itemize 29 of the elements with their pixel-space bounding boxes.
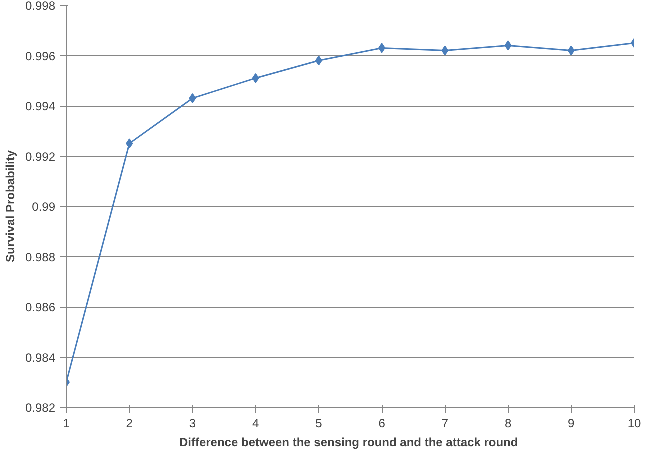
y-tick-label: 0.988: [25, 250, 56, 264]
point: [252, 73, 260, 84]
y-tick-label: 0.996: [25, 49, 56, 64]
y-tick-label: 0.998: [25, 0, 56, 13]
x-tick-label: 8: [504, 416, 512, 430]
point: [442, 46, 449, 56]
point: [504, 40, 512, 51]
x-axis-title: Difference between the sensing round and the attack round: [179, 436, 518, 450]
x-tick-label: 1: [63, 416, 70, 430]
x-tick-label: 6: [378, 416, 386, 430]
y-tick-label: 0.99: [32, 200, 56, 214]
point: [315, 56, 322, 66]
point: [126, 138, 134, 149]
y-tick-label: 0.984: [25, 350, 56, 365]
point: [568, 46, 575, 56]
x-tick-label: 10: [628, 416, 642, 430]
y-tick-label: 0.992: [25, 150, 56, 164]
x-tick-label: 9: [568, 416, 576, 430]
point: [378, 43, 386, 54]
x-tick-label: 7: [442, 416, 449, 430]
point: [189, 93, 196, 104]
x-tick-label: 5: [316, 416, 323, 430]
y-tick-label: 0.982: [25, 401, 56, 415]
x-tick-label: 4: [252, 416, 260, 430]
y-tick-label: 0.986: [25, 300, 56, 314]
y-axis-title: Survival Probability: [3, 150, 18, 263]
y-tick-label: 0.994: [25, 100, 56, 114]
x-tick-label: 2: [126, 416, 134, 430]
x-tick-label: 3: [189, 416, 196, 430]
